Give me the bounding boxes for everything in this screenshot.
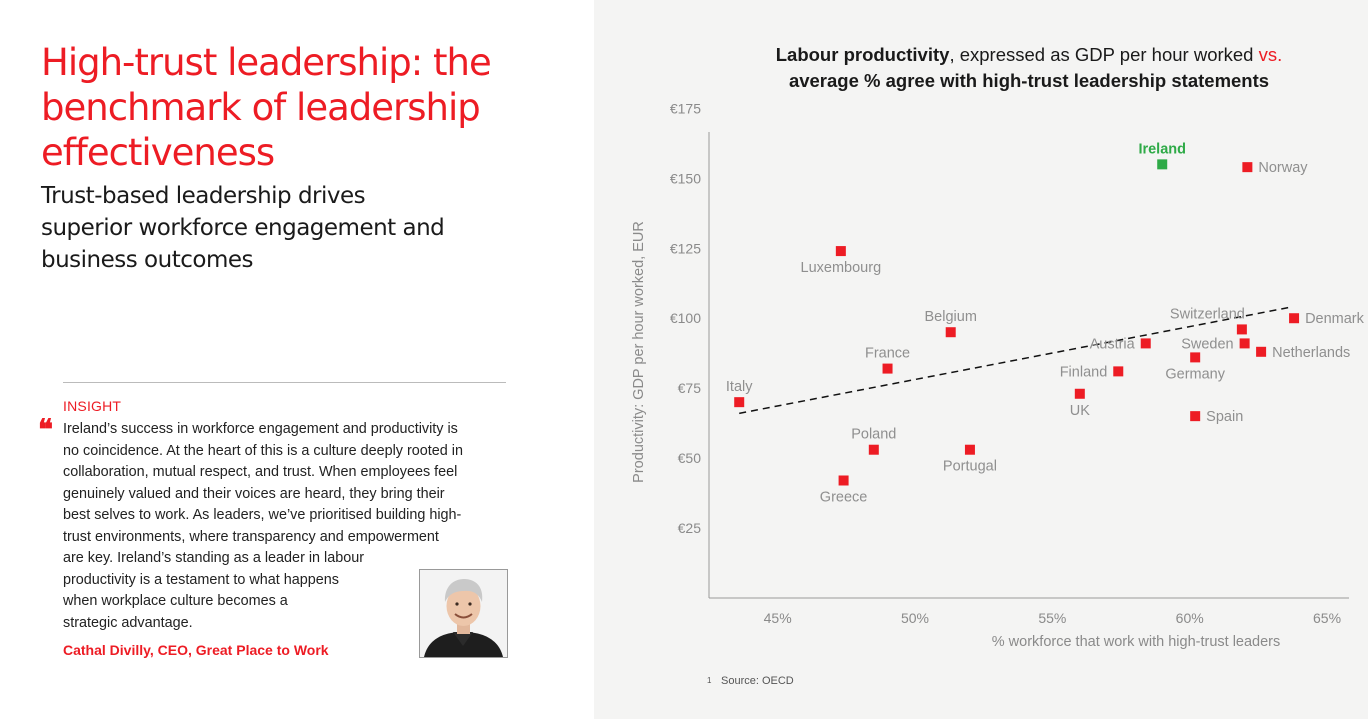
y-tick-label: €150: [670, 170, 701, 186]
section-divider: [63, 382, 506, 383]
data-label: Italy: [726, 379, 753, 395]
x-tick-label: 55%: [1038, 610, 1066, 626]
data-label: Greece: [820, 489, 868, 505]
quote-line: collaboration, mutual respect, and trust…: [63, 464, 458, 480]
chart-title-vs: vs.: [1258, 44, 1283, 65]
right-panel: [594, 0, 1368, 719]
portrait-illustration: [420, 570, 507, 657]
quote-attribution: Cathal Divilly, CEO, Great Place to Work: [63, 642, 329, 658]
data-point: [835, 246, 846, 257]
page-subtitle: Trust-based leadership drives superior w…: [41, 183, 445, 273]
data-point: [868, 444, 879, 455]
x-tick-label: 65%: [1313, 610, 1341, 626]
data-point: [734, 397, 745, 408]
data-label: Denmark: [1305, 311, 1365, 327]
data-label: Portugal: [943, 459, 997, 475]
y-tick-label: €50: [678, 450, 702, 466]
x-tick-label: 45%: [764, 610, 792, 626]
y-tick-label: €125: [670, 240, 701, 256]
data-point: [1242, 162, 1253, 173]
quote-line: when workplace culture becomes a: [63, 593, 288, 609]
data-label: Ireland: [1138, 141, 1186, 157]
quote-line: trust environments, where transparency a…: [63, 528, 439, 545]
insight-label: INSIGHT: [63, 398, 122, 414]
chart-title-regular: , expressed as GDP per hour worked: [949, 44, 1259, 65]
trend-line: [739, 306, 1292, 415]
data-point: [1074, 388, 1085, 399]
data-label: Poland: [851, 427, 896, 443]
x-tick-label: 50%: [901, 610, 929, 626]
data-label: France: [865, 346, 910, 362]
data-label: Switzerland: [1170, 306, 1245, 322]
footnote-source: Source: OECD: [721, 675, 794, 687]
ceo-portrait-image: [419, 569, 508, 658]
data-point: [1236, 324, 1247, 335]
quote-line: genuinely valued and their voices are he…: [63, 485, 445, 502]
data-label: Finland: [1060, 364, 1108, 380]
quote-line: best selves to work. As leaders, we’ve p…: [63, 507, 462, 523]
quote-text: Ireland’s success in workforce engagemen…: [63, 419, 508, 634]
quote-line: are key. Ireland’s standing as a leader …: [63, 550, 365, 566]
quote-icon: ❝: [38, 413, 54, 446]
y-axis-label: Productivity: GDP per hour worked, EUR: [631, 221, 647, 483]
page-title: High-trust leadership: the benchmark of …: [41, 41, 492, 174]
chart-title-line2: average % agree with high-trust leadersh…: [788, 70, 1270, 91]
data-label: Netherlands: [1272, 345, 1350, 361]
x-axis-label: % workforce that work with high-trust le…: [992, 634, 1281, 650]
data-label: Austria: [1090, 336, 1136, 352]
quote-line: productivity is a testament to what happ…: [63, 571, 339, 588]
data-label: Norway: [1258, 160, 1308, 176]
chart-title: Labour productivity, expressed as GDP pe…: [694, 42, 1364, 94]
data-point: [1157, 159, 1168, 170]
data-point: [1239, 338, 1250, 349]
data-label: Sweden: [1181, 336, 1233, 352]
data-label: Germany: [1165, 366, 1225, 382]
data-label: UK: [1070, 403, 1090, 419]
y-tick-label: €25: [678, 520, 702, 536]
quote-line: strategic advantage.: [63, 614, 193, 631]
y-tick-label: €175: [670, 100, 701, 116]
quote-line: no coincidence. At the heart of this is …: [63, 442, 463, 459]
data-point: [1113, 366, 1124, 377]
data-label: Spain: [1206, 409, 1243, 425]
data-label: Luxembourg: [801, 260, 882, 276]
y-tick-label: €75: [678, 380, 702, 396]
data-point: [882, 363, 893, 374]
data-point: [1190, 411, 1201, 422]
data-point: [1256, 346, 1267, 357]
quote-line: Ireland’s success in workforce engagemen…: [63, 421, 458, 437]
scatter-chart: €25 €50 €75 €100 €125 €150 €175 45% 50% 55% 60% 65%…: [631, 100, 1365, 650]
footnote-mark: 1: [707, 676, 712, 685]
data-point: [838, 475, 849, 486]
y-tick-label: €100: [670, 310, 701, 326]
data-point: [1289, 313, 1300, 324]
x-tick-label: 60%: [1176, 610, 1204, 626]
data-label: Belgium: [925, 309, 977, 325]
data-point: [964, 444, 975, 455]
data-point: [1140, 338, 1151, 349]
data-point: [945, 327, 956, 338]
chart-title-bold: Labour productivity: [775, 44, 950, 65]
data-point: [1190, 352, 1201, 363]
